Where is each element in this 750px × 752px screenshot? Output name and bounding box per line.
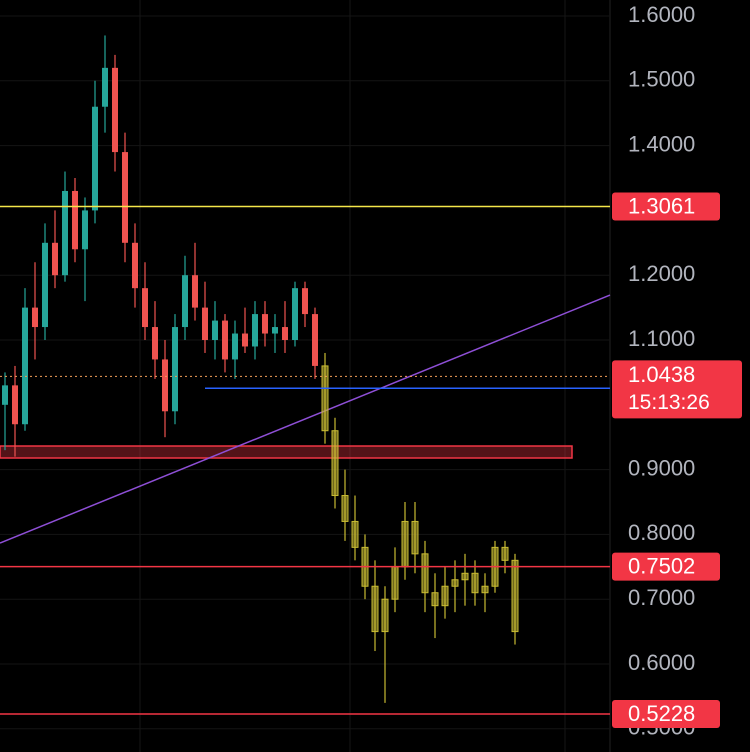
candle-body	[411, 520, 419, 555]
candle-body	[82, 210, 88, 250]
candle-body	[341, 495, 349, 522]
price-tag-label: 0.7502	[628, 553, 695, 578]
candle-body	[292, 288, 298, 341]
y-tick-label: 0.6000	[628, 650, 695, 675]
candle-body	[222, 320, 228, 360]
y-tick-label: 1.2000	[628, 261, 695, 286]
trendline	[0, 294, 611, 544]
candle-body	[401, 520, 409, 568]
candle-body	[232, 333, 238, 360]
y-tick-label: 1.4000	[628, 131, 695, 156]
candle-body	[192, 275, 198, 308]
candle-body	[511, 559, 519, 633]
candle-body	[242, 333, 248, 347]
candle-body	[42, 242, 48, 328]
candle-body	[132, 242, 138, 289]
candle-body	[22, 307, 28, 425]
candle-body	[302, 288, 308, 315]
price-tag	[612, 192, 720, 221]
candle-body	[142, 288, 148, 328]
candle-body	[172, 327, 178, 412]
candle-body	[72, 190, 78, 250]
y-tick-label: 1.5000	[628, 67, 695, 92]
candle-body	[471, 572, 479, 594]
candle-body	[262, 314, 268, 334]
current-price-label: 1.0438	[628, 362, 695, 387]
candle-body	[451, 579, 459, 587]
candle-body	[421, 553, 429, 594]
candle-body	[112, 67, 118, 153]
candle-body	[461, 572, 469, 581]
candle-body	[381, 598, 389, 633]
price-tag	[612, 552, 720, 581]
zone	[0, 445, 573, 459]
candle-body	[2, 385, 8, 405]
y-tick-label: 1.6000	[628, 2, 695, 27]
current-price-tag	[612, 360, 742, 419]
candle-body	[12, 385, 18, 425]
candle-body	[92, 106, 98, 211]
candle-body	[182, 275, 188, 328]
candle-body	[32, 307, 38, 328]
candle-body	[152, 327, 158, 360]
candle-body	[371, 585, 379, 633]
price-tag-label: 1.3061	[628, 193, 695, 218]
candle-body	[391, 566, 399, 600]
countdown: 15:13:26	[628, 391, 710, 414]
y-tick-label: 1.1000	[628, 326, 695, 351]
candle-body	[321, 365, 329, 432]
candle-body	[202, 307, 208, 341]
candle-body	[441, 585, 449, 607]
candle-body	[212, 320, 218, 341]
candle-body	[52, 242, 58, 276]
candle-body	[312, 314, 318, 366]
candle-body	[331, 430, 339, 497]
candle-body	[282, 327, 288, 341]
candle-body	[62, 190, 68, 276]
y-tick-label: 0.8000	[628, 520, 695, 545]
candle-body	[252, 314, 258, 347]
candle-body	[431, 592, 439, 607]
candle-body	[102, 67, 108, 107]
price-tag-label: 0.5228	[628, 701, 695, 726]
candle-body	[162, 359, 168, 412]
price-tag	[612, 700, 720, 729]
y-tick-label: 0.9000	[628, 455, 695, 480]
candle-body	[501, 546, 509, 561]
candle-body	[122, 152, 128, 243]
candle-body	[272, 327, 278, 334]
y-tick-label: 0.7000	[628, 585, 695, 610]
candle-body	[481, 585, 489, 594]
candle-body	[351, 520, 359, 548]
